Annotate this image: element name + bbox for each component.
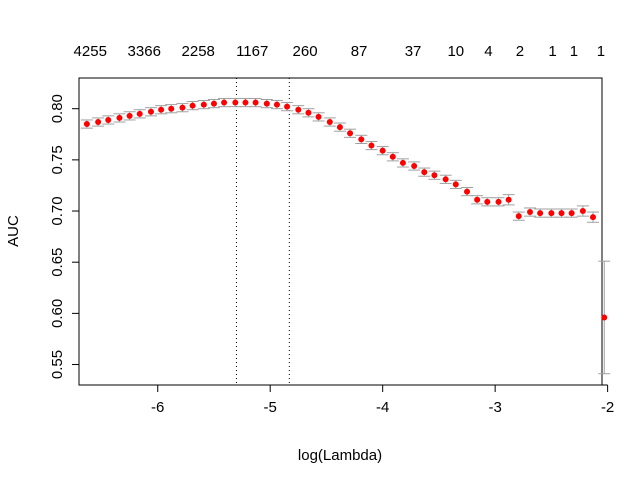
top-axis-label: 260: [293, 43, 318, 60]
data-point: [347, 130, 354, 137]
data-point: [295, 106, 302, 113]
data-point: [232, 99, 239, 106]
data-point: [273, 101, 280, 108]
data-point: [200, 101, 207, 108]
top-axis-label: 4255: [74, 43, 107, 60]
top-axis-label: 1: [570, 43, 578, 60]
data-point: [379, 147, 386, 154]
top-axis-label: 2258: [182, 43, 215, 60]
data-point: [421, 169, 428, 176]
data-point: [474, 196, 481, 203]
plot-area-frame: [78, 77, 603, 386]
y-tick-label: 0.80: [49, 94, 66, 123]
data-point: [326, 119, 333, 126]
data-point: [399, 159, 406, 166]
top-axis-label: 1167: [236, 43, 268, 60]
y-axis-label: AUC: [5, 215, 22, 247]
data-point: [527, 209, 534, 216]
data-point: [336, 124, 343, 131]
x-axis-label: log(Lambda): [298, 447, 382, 464]
x-axis: -6 -5 -4 -3 -2: [151, 384, 614, 416]
top-axis-label: 37: [405, 43, 422, 60]
data-point: [284, 103, 291, 110]
top-axis-label: 87: [351, 43, 368, 60]
data-point: [579, 208, 586, 215]
data-point: [221, 99, 228, 106]
data-point: [464, 188, 471, 195]
x-tick-label: -5: [264, 399, 277, 416]
x-tick-label: -6: [151, 399, 164, 416]
data-point: [252, 99, 259, 106]
y-tick-label: 0.70: [49, 196, 66, 225]
data-point: [484, 198, 491, 205]
top-axis-label: 4: [484, 43, 492, 60]
top-axis-labels: 4255 3366 2258 1167 260 87 37 10 4 2 1 1 1: [74, 43, 605, 60]
top-axis-label: 2: [516, 43, 524, 60]
x-tick-label: -2: [601, 399, 614, 416]
data-point: [158, 106, 165, 113]
data-point: [168, 105, 175, 112]
data-point: [242, 99, 249, 106]
y-axis: 0.55 0.60 0.65 0.70 0.75 0.80: [49, 94, 80, 379]
y-tick-label: 0.65: [49, 248, 66, 277]
reference-lines: [235, 78, 290, 385]
data-point: [558, 210, 565, 217]
data-point: [411, 163, 418, 170]
data-point: [315, 113, 322, 120]
data-point: [495, 198, 502, 205]
data-point: [368, 142, 375, 149]
data-point: [442, 176, 449, 183]
data-point: [210, 100, 217, 107]
data-point: [83, 121, 90, 128]
top-axis-label: 1: [597, 43, 605, 60]
data-point: [515, 213, 522, 220]
data-point: [548, 210, 555, 217]
data-point: [105, 116, 112, 123]
data-point: [358, 136, 365, 143]
data-point: [189, 102, 196, 109]
top-axis-label: 10: [447, 43, 464, 60]
data-point: [537, 210, 544, 217]
y-tick-label: 0.60: [49, 299, 66, 328]
data-points: [83, 99, 608, 321]
y-tick-label: 0.55: [49, 350, 66, 379]
data-point: [305, 109, 312, 116]
error-bars: [80, 97, 611, 375]
data-point: [95, 119, 102, 126]
x-tick-label: -4: [376, 399, 389, 416]
data-point: [452, 181, 459, 188]
data-point: [431, 172, 438, 179]
y-tick-label: 0.75: [49, 145, 66, 174]
top-axis-label: 1: [548, 43, 556, 60]
data-point: [389, 153, 396, 160]
x-tick-label: -3: [488, 399, 501, 416]
data-point: [263, 100, 270, 107]
data-point: [126, 112, 133, 119]
data-point: [568, 210, 575, 217]
data-point: [147, 108, 154, 115]
data-point: [601, 314, 608, 321]
data-point: [590, 214, 597, 221]
top-axis-label: 3366: [128, 43, 161, 60]
data-point: [136, 110, 143, 117]
data-point: [116, 114, 123, 121]
data-point: [179, 104, 186, 111]
data-point: [505, 196, 512, 203]
